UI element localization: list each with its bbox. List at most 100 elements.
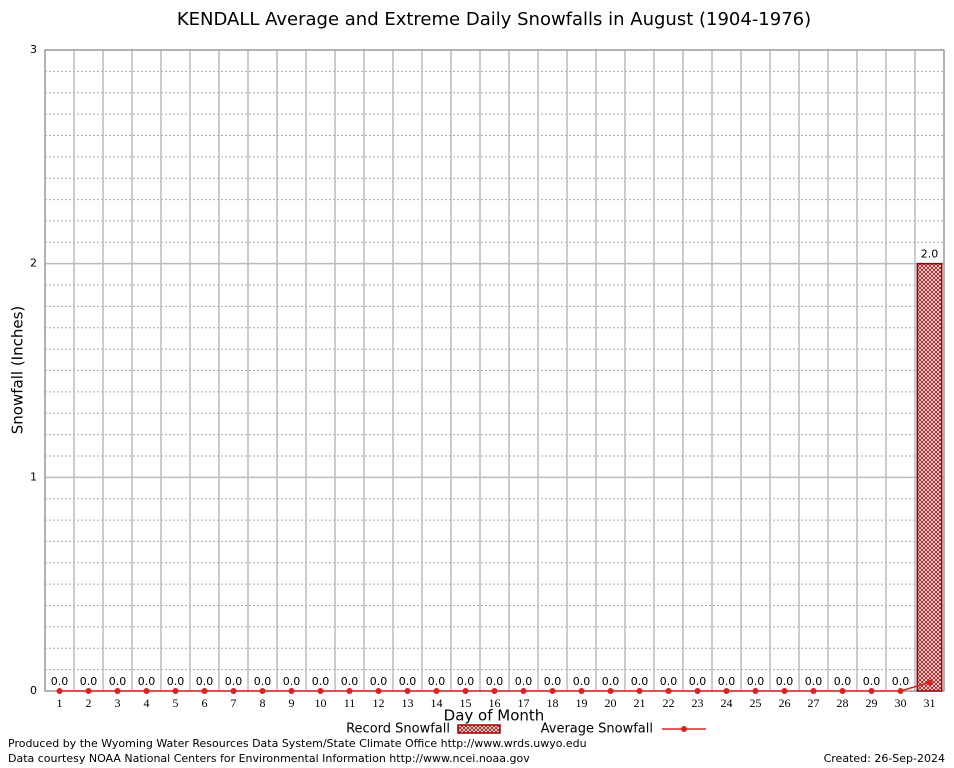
legend-swatch <box>457 724 501 734</box>
data-label: 0.0 <box>892 675 910 688</box>
line-marker <box>85 688 92 694</box>
data-label: 0.0 <box>515 675 533 688</box>
line-marker <box>433 688 440 694</box>
x-tick-label: 20 <box>605 696 617 710</box>
line-marker <box>375 688 382 694</box>
x-tick-label: 13 <box>402 696 414 710</box>
data-label: 0.0 <box>834 675 852 688</box>
footer-text: Created: 26-Sep-2024 <box>824 752 945 765</box>
data-label: 0.0 <box>370 675 388 688</box>
data-label: 0.0 <box>457 675 475 688</box>
x-tick-label: 15 <box>460 696 472 710</box>
x-tick-label: 7 <box>231 696 237 710</box>
x-tick-label: 30 <box>895 696 907 710</box>
y-tick-label: 0 <box>30 684 37 697</box>
x-tick-label: 11 <box>344 696 356 710</box>
x-tick-label: 10 <box>315 696 327 710</box>
data-label: 0.0 <box>863 675 881 688</box>
x-tick-label: 23 <box>692 696 704 710</box>
legend-label: Average Snowfall <box>541 722 653 737</box>
data-label: 0.0 <box>718 675 736 688</box>
data-label: 0.0 <box>805 675 823 688</box>
x-tick-label: 17 <box>518 696 530 710</box>
data-label: 0.0 <box>486 675 504 688</box>
legend-marker <box>681 726 687 732</box>
x-axis-label: Day of Month <box>444 707 545 725</box>
data-label: 0.0 <box>167 675 185 688</box>
x-tick-label: 26 <box>779 696 791 710</box>
data-label: 0.0 <box>399 675 417 688</box>
data-label: 0.0 <box>689 675 707 688</box>
chart-title: KENDALL Average and Extreme Daily Snowfa… <box>177 9 811 30</box>
line-marker <box>636 688 643 694</box>
line-marker <box>694 688 701 694</box>
data-label: 0.0 <box>196 675 214 688</box>
line-marker <box>752 688 759 694</box>
line-marker <box>607 688 614 694</box>
footer-text: Data courtesy NOAA National Centers for … <box>8 752 530 765</box>
data-label: 0.0 <box>602 675 620 688</box>
line-marker <box>172 688 179 694</box>
line-marker <box>317 688 324 694</box>
x-tick-label: 3 <box>115 696 121 710</box>
x-tick-label: 6 <box>202 696 208 710</box>
y-tick-label: 2 <box>30 257 37 270</box>
line-marker <box>926 679 933 686</box>
legend-label: Record Snowfall <box>346 722 450 737</box>
line-marker <box>143 688 150 694</box>
x-tick-label: 12 <box>373 696 385 710</box>
line-marker <box>810 688 817 694</box>
footer-text: Produced by the Wyoming Water Resources … <box>8 737 587 750</box>
x-tick-label: 14 <box>431 696 443 710</box>
data-label: 0.0 <box>254 675 272 688</box>
data-label: 0.0 <box>428 675 446 688</box>
x-tick-label: 8 <box>260 696 266 710</box>
data-label: 0.0 <box>573 675 591 688</box>
y-axis-label: Snowfall (Inches) <box>9 306 27 434</box>
line-marker <box>868 688 875 694</box>
x-tick-label: 27 <box>808 696 820 710</box>
x-tick-label: 16 <box>489 696 501 710</box>
x-tick-label: 5 <box>173 696 179 710</box>
line-marker <box>723 688 730 694</box>
data-label: 0.0 <box>138 675 156 688</box>
bar <box>916 262 943 692</box>
line-marker <box>259 688 266 694</box>
x-tick-label: 9 <box>289 696 295 710</box>
data-label: 0.0 <box>660 675 678 688</box>
line-marker <box>839 688 846 694</box>
x-tick-label: 24 <box>721 696 733 710</box>
x-tick-label: 31 <box>924 696 936 710</box>
line-marker <box>462 688 469 694</box>
y-tick-label: 3 <box>30 43 37 56</box>
x-tick-label: 1 <box>57 696 63 710</box>
data-label: 0.0 <box>312 675 330 688</box>
x-tick-label: 28 <box>837 696 849 710</box>
line-marker <box>230 688 237 694</box>
line-marker <box>114 688 121 694</box>
line-marker <box>56 688 63 694</box>
line-marker <box>578 688 585 694</box>
line-marker <box>520 688 527 694</box>
x-tick-label: 29 <box>866 696 878 710</box>
data-label: 0.0 <box>776 675 794 688</box>
data-label: 0.0 <box>109 675 127 688</box>
data-label: 0.0 <box>544 675 562 688</box>
data-label: 0.0 <box>341 675 359 688</box>
x-tick-label: 4 <box>144 696 150 710</box>
line-marker <box>346 688 353 694</box>
data-label: 0.0 <box>225 675 243 688</box>
line-marker <box>288 688 295 694</box>
data-label: 2.0 <box>921 248 939 261</box>
line-marker <box>201 688 208 694</box>
y-tick-label: 1 <box>30 470 37 483</box>
data-label: 0.0 <box>283 675 301 688</box>
line-marker <box>404 688 411 694</box>
x-tick-label: 2 <box>86 696 92 710</box>
data-label: 0.0 <box>747 675 765 688</box>
data-label: 0.0 <box>631 675 649 688</box>
data-label: 0.0 <box>51 675 69 688</box>
line-marker <box>549 688 556 694</box>
line-marker <box>897 688 904 694</box>
